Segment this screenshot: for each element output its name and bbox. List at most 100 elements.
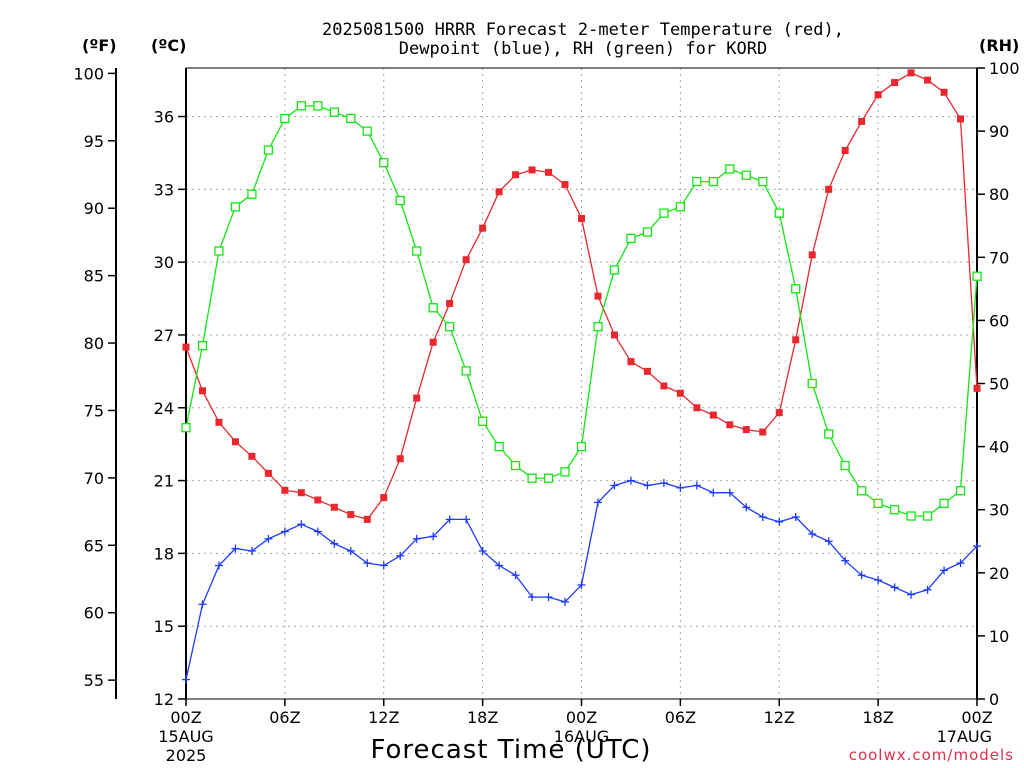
rh-point — [692, 176, 702, 187]
rh-point — [296, 101, 307, 111]
rh-point — [543, 473, 554, 483]
credit-text: coolwx.com/models — [849, 746, 1014, 764]
rh-point — [840, 460, 850, 471]
rh-point — [972, 271, 982, 281]
rh-point — [659, 208, 669, 218]
dewpoint-point — [791, 512, 800, 521]
dewpoint-point — [676, 483, 685, 492]
temperature-point — [643, 367, 651, 375]
celsius-tick-label: 27 — [154, 326, 174, 345]
dewpoint-point — [940, 566, 949, 575]
temperature-point — [841, 147, 849, 155]
rh-point — [527, 473, 537, 483]
rh-point — [906, 511, 916, 521]
temperature-point — [495, 188, 503, 196]
temperature-point — [676, 389, 684, 397]
temperature-point — [907, 69, 915, 77]
rh-unit-label: (RH) — [979, 36, 1019, 55]
fahrenheit-unit-label: (ºF) — [82, 36, 117, 55]
rh-point — [445, 322, 455, 332]
temperature-point — [413, 394, 421, 402]
temperature-point — [973, 384, 981, 392]
rh-point — [346, 113, 356, 124]
temperature-point — [380, 494, 388, 502]
fahrenheit-tick-label: 75 — [84, 401, 104, 420]
celsius-tick-label: 18 — [154, 544, 174, 563]
rh-point — [494, 441, 504, 452]
rh-point — [824, 429, 834, 439]
temperature-point — [891, 79, 899, 87]
temperature-point — [198, 387, 206, 395]
dewpoint-point — [330, 539, 339, 548]
dewpoint-point — [264, 534, 273, 543]
dewpoint-point — [379, 561, 388, 570]
series-temperature — [182, 69, 981, 523]
x-tick-label: 06Z — [269, 708, 300, 727]
rh-tick-label: 20 — [989, 564, 1009, 583]
dewpoint-point — [577, 580, 586, 589]
rh-point — [510, 460, 521, 471]
rh-point — [214, 246, 224, 256]
rh-point — [395, 195, 405, 206]
temperature-point — [825, 185, 833, 193]
temperature-point — [858, 117, 866, 125]
rh-point — [873, 498, 883, 509]
dewpoint-point — [643, 481, 652, 490]
temperature-point — [462, 256, 470, 264]
dewpoint-point — [297, 520, 306, 529]
dewpoint-point — [709, 488, 718, 497]
dewpoint-point — [857, 571, 866, 580]
dewpoint-point — [561, 597, 570, 606]
dewpoint-point — [775, 517, 784, 526]
temperature-point — [610, 331, 618, 339]
temperature-point — [957, 115, 965, 123]
series-dewpoint — [182, 476, 981, 684]
fahrenheit-tick-label: 70 — [84, 469, 104, 488]
temperature-point — [924, 76, 932, 84]
rh-tick-label: 100 — [989, 59, 1020, 78]
rh-point — [955, 486, 966, 496]
rh-point — [939, 498, 949, 509]
dewpoint-point — [742, 503, 751, 512]
dewpoint-point — [412, 534, 421, 543]
fahrenheit-tick-label: 90 — [84, 199, 104, 218]
rh-point — [230, 202, 241, 212]
dewpoint-point — [874, 576, 883, 585]
dewpoint-point — [214, 561, 223, 570]
fahrenheit-tick-label: 65 — [84, 536, 104, 555]
rh-point — [477, 416, 488, 427]
rh-point — [263, 145, 274, 155]
fahrenheit-tick-label: 85 — [84, 267, 104, 286]
temperature-point — [363, 515, 371, 523]
celsius-tick-label: 24 — [154, 399, 174, 418]
dewpoint-point — [511, 571, 520, 580]
dewpoint-point — [313, 527, 322, 536]
temperature-point — [693, 404, 701, 412]
temperature-point — [446, 299, 454, 307]
dewpoint-point — [462, 515, 471, 524]
celsius-tick-label: 36 — [154, 108, 174, 127]
temperature-point — [215, 418, 223, 426]
rh-point — [428, 303, 438, 313]
dewpoint-point — [478, 546, 487, 555]
rh-tick-label: 90 — [989, 122, 1009, 141]
dewpoint-point — [659, 479, 668, 488]
rh-point — [412, 246, 422, 256]
dewpoint-point — [231, 544, 240, 553]
temperature-point — [429, 338, 437, 346]
temperature-point — [726, 421, 734, 429]
rh-point — [313, 101, 323, 111]
rh-point — [461, 366, 471, 376]
rh-tick-label: 60 — [989, 311, 1009, 330]
dewpoint-point — [396, 551, 405, 560]
temperature-point — [396, 455, 404, 463]
celsius-tick-label: 15 — [154, 617, 174, 636]
data-series — [181, 69, 982, 684]
temperature-point — [578, 214, 585, 222]
x-axis-label: Forecast Time (UTC) — [370, 735, 651, 765]
celsius-tick-label: 30 — [154, 253, 174, 272]
rh-point — [609, 265, 620, 275]
temperature-point — [775, 409, 783, 417]
series-rh — [181, 101, 982, 521]
rh-tick-label: 30 — [989, 501, 1009, 520]
